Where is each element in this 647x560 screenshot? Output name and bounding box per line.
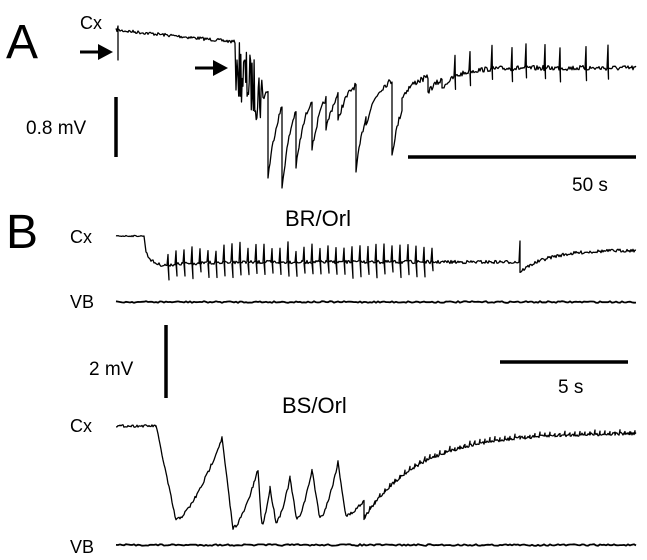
trace-br-cx [115,234,637,281]
trace-br-vb [115,300,637,304]
voltage-scale-label-a: 0.8 mV [26,118,87,139]
panel-letter-b: B [6,206,38,259]
trace-label-cx-a: Cx [80,13,102,33]
trace-label-cx-br: Cx [70,227,92,247]
trace-bs-vb [115,543,637,547]
panel-a: A Cx 0.8 mV 50 s [6,13,637,196]
panel-letter-a: A [6,16,38,69]
time-scale-label-b: 5 s [558,377,583,398]
condition-title-bs-orl: BS/Orl [282,393,347,418]
arrow-icon [195,60,228,76]
trace-label-vb-bs: VB [70,537,94,557]
arrow-icon [80,44,113,60]
trace-label-vb-br: VB [70,292,94,312]
trace-a-cx [115,25,637,189]
time-scale-label-a: 50 s [572,175,608,196]
trace-bs-cx [116,424,637,530]
voltage-scale-label-b: 2 mV [89,359,134,380]
trace-label-cx-bs: Cx [70,416,92,436]
panel-b: B BR/Orl Cx VB 2 mV 5 s BS/Orl Cx VB [6,206,637,557]
condition-title-br-orl: BR/Orl [285,206,351,231]
